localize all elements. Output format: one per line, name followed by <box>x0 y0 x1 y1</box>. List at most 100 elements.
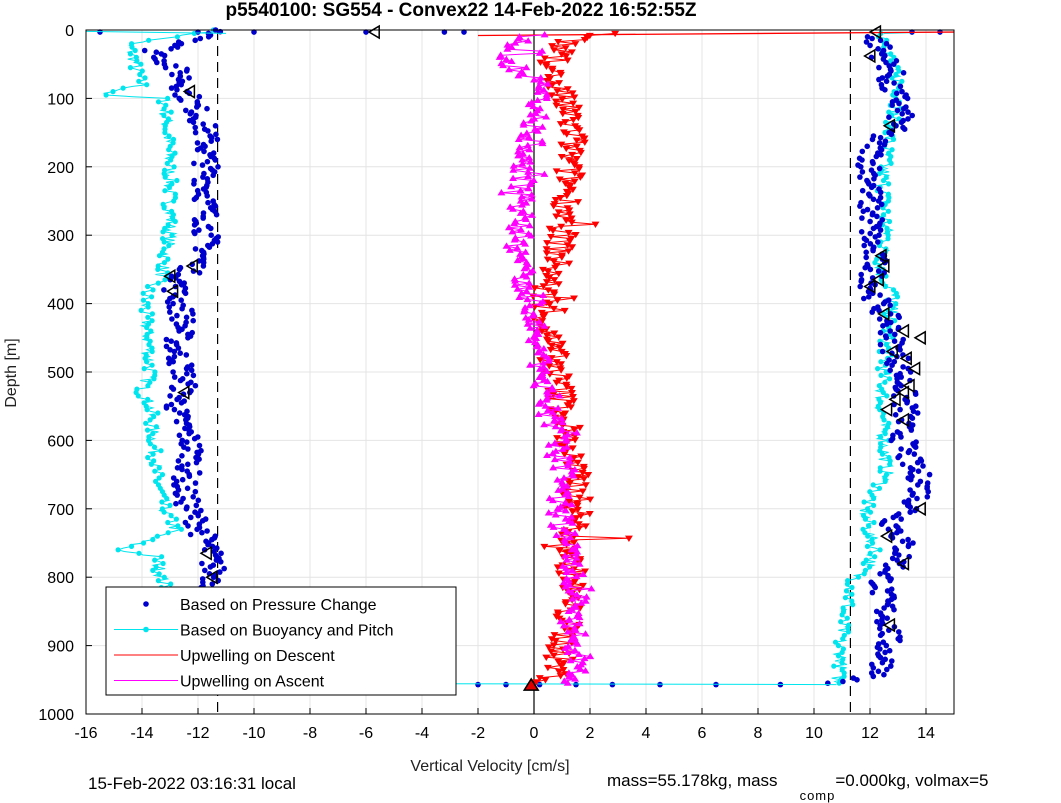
x-tick-label: -14 <box>130 725 153 742</box>
upwelling-ascent-point <box>541 402 550 409</box>
upwelling-ascent-point <box>561 507 570 514</box>
upwelling-ascent-point <box>569 632 578 639</box>
upwelling-ascent-point <box>534 82 543 89</box>
buoyancy-pitch-point <box>151 376 157 382</box>
pressure-change-point <box>910 408 917 415</box>
buoyancy-pitch-point <box>839 612 845 618</box>
upwelling-ascent-point <box>515 33 524 40</box>
upwelling-ascent-point <box>524 37 533 44</box>
upwelling-descent-point <box>565 238 574 245</box>
upwelling-ascent-point <box>522 129 531 136</box>
upwelling-ascent-point <box>524 184 533 192</box>
upwelling-ascent-point <box>517 131 526 138</box>
upwelling-descent-point <box>536 357 545 364</box>
pressure-change-point <box>899 111 905 117</box>
pressure-change-point <box>914 495 920 502</box>
upwelling-ascent-point <box>564 642 573 649</box>
buoyancy-pitch-point <box>162 188 168 194</box>
x-tick-label: -16 <box>74 725 97 742</box>
buoyancy-pitch-line <box>85 30 227 34</box>
pressure-change-point <box>891 606 897 613</box>
upwelling-descent-point <box>555 547 564 555</box>
upwelling-descent-point <box>549 642 558 649</box>
upwelling-ascent-point <box>531 379 540 387</box>
upwelling-ascent-point <box>575 560 584 567</box>
buoyancy-pitch-point <box>165 95 171 101</box>
pressure-change-point <box>183 365 190 372</box>
apogee-marker <box>199 545 212 561</box>
upwelling-ascent-point <box>530 115 539 122</box>
buoyancy-pitch-point <box>166 184 172 190</box>
buoyancy-pitch-point <box>878 372 884 378</box>
upwelling-descent-point <box>563 57 572 64</box>
buoyancy-pitch-point <box>867 550 873 556</box>
buoyancy-pitch-point <box>871 495 877 502</box>
apogee-marker <box>896 385 910 400</box>
upwelling-descent-point <box>542 250 551 257</box>
pressure-change-point <box>194 526 200 533</box>
upwelling-ascent-point <box>555 392 564 399</box>
pressure-change-point <box>909 112 915 119</box>
upwelling-ascent-point <box>533 96 542 104</box>
buoyancy-pitch-point <box>869 540 876 546</box>
x-tick-label: 10 <box>805 725 823 742</box>
upwelling-ascent-point <box>516 197 525 204</box>
y-tick-label: 600 <box>47 433 74 450</box>
pressure-change-point <box>187 389 193 396</box>
upwelling-descent-point <box>575 127 584 134</box>
upwelling-descent-point <box>549 227 557 235</box>
buoyancy-pitch-point <box>840 636 846 642</box>
pressure-change-point <box>861 242 867 249</box>
pressure-change-point <box>905 116 911 122</box>
pressure-change-point <box>877 37 884 44</box>
upwelling-ascent-point <box>522 258 531 266</box>
pressure-change-point <box>204 528 210 534</box>
buoyancy-pitch-point <box>145 283 151 290</box>
pressure-change-point <box>441 29 448 35</box>
upwelling-ascent-point <box>540 322 549 329</box>
pressure-change-point <box>208 138 214 144</box>
y-tick-label: 700 <box>47 502 74 519</box>
pressure-change-point <box>176 328 182 334</box>
pressure-change-point <box>187 531 194 538</box>
buoyancy-pitch-point <box>844 581 851 587</box>
upwelling-descent-point <box>565 207 574 214</box>
pressure-change-point <box>926 471 933 478</box>
pressure-change-point <box>874 213 880 220</box>
buoyancy-pitch-point <box>142 75 148 81</box>
pressure-change-point <box>171 353 178 360</box>
buoyancy-pitch-point <box>871 519 877 526</box>
buoyancy-pitch-point <box>149 318 155 324</box>
upwelling-descent-point <box>571 108 580 116</box>
upwelling-ascent-point <box>522 63 531 71</box>
upwelling-ascent-point <box>525 164 534 171</box>
pressure-change-point <box>901 499 908 505</box>
upwelling-ascent-point <box>587 585 596 592</box>
pressure-change-point <box>197 35 204 42</box>
upwelling-ascent-point <box>551 447 560 454</box>
upwelling-descent-point <box>573 459 582 467</box>
upwelling-descent-point <box>579 582 587 590</box>
upwelling-ascent-point <box>507 57 516 65</box>
upwelling-ascent-point <box>516 186 525 194</box>
upwelling-descent-point <box>568 90 577 97</box>
buoyancy-pitch-point <box>168 157 174 163</box>
upwelling-ascent-point <box>538 47 547 54</box>
legend-label: Upwelling on Descent <box>180 648 335 665</box>
upwelling-descent-point <box>575 525 584 532</box>
pressure-change-point <box>863 39 870 45</box>
buoyancy-pitch-point <box>129 44 135 50</box>
pressure-change-point <box>871 176 877 182</box>
upwelling-ascent-point <box>509 166 518 173</box>
upwelling-ascent-point <box>573 541 582 549</box>
pressure-change-point <box>882 87 888 93</box>
x-tick-label: -12 <box>186 725 209 742</box>
pressure-change-point <box>870 160 876 167</box>
upwelling-descent-point <box>557 662 566 670</box>
upwelling-ascent-point <box>525 279 534 286</box>
upwelling-ascent-point <box>559 622 568 629</box>
upwelling-ascent-point <box>503 41 512 48</box>
upwelling-ascent-point <box>556 617 565 625</box>
upwelling-descent-point <box>554 270 563 278</box>
buoyancy-pitch-point <box>155 280 161 286</box>
